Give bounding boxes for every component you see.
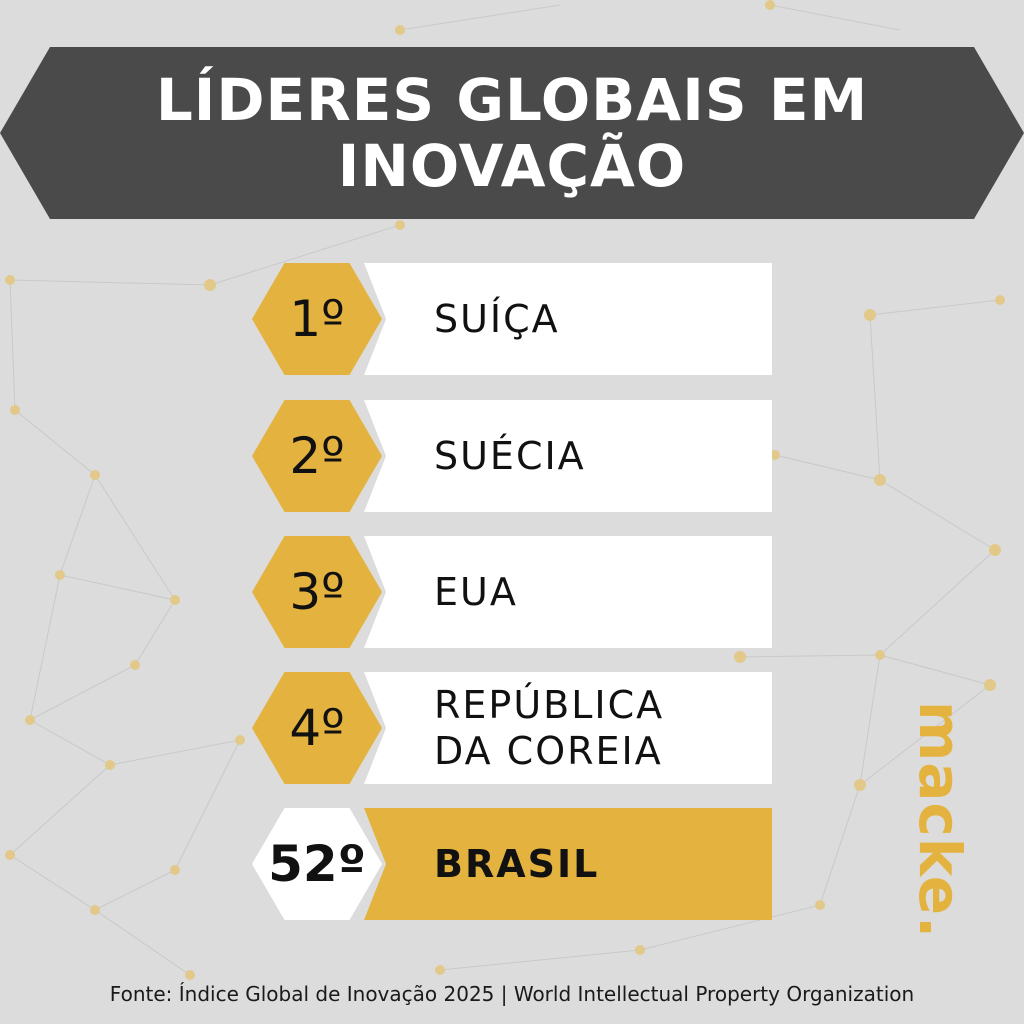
country-name: BRASIL bbox=[434, 842, 600, 886]
country-name: SUÉCIA bbox=[434, 434, 586, 478]
country-name: REPÚBLICA DA COREIA bbox=[434, 683, 665, 773]
title-banner: LÍDERES GLOBAIS EM INOVAÇÃO bbox=[0, 47, 1024, 219]
ranking-row-3: EUA 3º bbox=[252, 536, 772, 648]
brand-logo: macke. bbox=[906, 700, 974, 940]
country-box: REPÚBLICA DA COREIA bbox=[364, 672, 772, 784]
ranking-row-2: SUÉCIA 2º bbox=[252, 400, 772, 512]
rank-badge: 2º bbox=[252, 400, 382, 512]
rank-badge: 52º bbox=[252, 808, 382, 920]
ranking-row-brasil: BRASIL 52º bbox=[252, 808, 772, 920]
ranking-row-1: SUÍÇA 1º bbox=[252, 263, 772, 375]
country-box: SUÍÇA bbox=[364, 263, 772, 375]
page-title: LÍDERES GLOBAIS EM INOVAÇÃO bbox=[155, 66, 869, 200]
rank-badge: 4º bbox=[252, 672, 382, 784]
country-box: BRASIL bbox=[364, 808, 772, 920]
rank-badge: 1º bbox=[252, 263, 382, 375]
source-caption: Fonte: Índice Global de Inovação 2025 | … bbox=[109, 982, 915, 1006]
country-box: SUÉCIA bbox=[364, 400, 772, 512]
country-name: EUA bbox=[434, 570, 518, 614]
rank-badge: 3º bbox=[252, 536, 382, 648]
ranking-row-4: REPÚBLICA DA COREIA 4º bbox=[252, 672, 772, 784]
country-box: EUA bbox=[364, 536, 772, 648]
country-name: SUÍÇA bbox=[434, 297, 560, 341]
